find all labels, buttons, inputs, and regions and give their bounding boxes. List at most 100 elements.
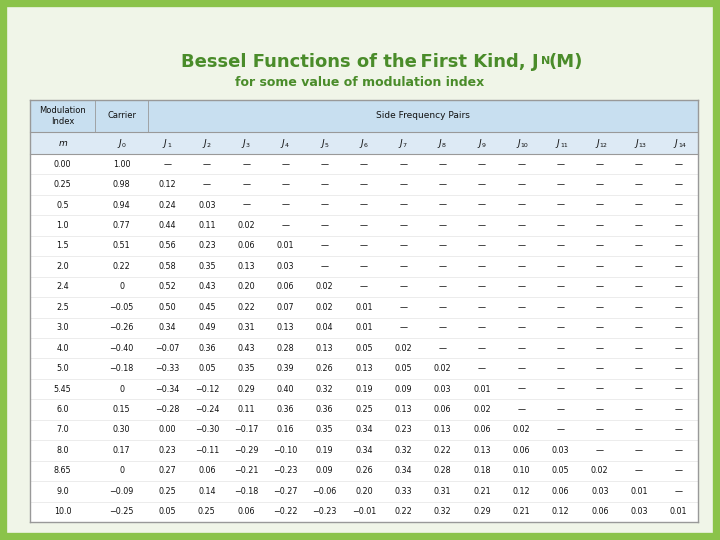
Text: 0.22: 0.22 (395, 507, 412, 516)
Text: —: — (557, 262, 564, 271)
Text: 0.34: 0.34 (355, 426, 373, 435)
Text: 1.5: 1.5 (56, 241, 69, 251)
Text: J: J (518, 138, 520, 147)
Text: —: — (517, 241, 525, 251)
Text: 0.23: 0.23 (158, 446, 176, 455)
Text: 0.07: 0.07 (276, 303, 294, 312)
Text: 0.34: 0.34 (159, 323, 176, 332)
Text: —: — (635, 282, 643, 292)
Text: —: — (438, 201, 446, 210)
Text: 0.43: 0.43 (198, 282, 215, 292)
Text: —: — (400, 221, 408, 230)
Text: —: — (675, 467, 683, 475)
Text: 0.49: 0.49 (198, 323, 215, 332)
Text: 0.35: 0.35 (198, 262, 215, 271)
Text: 0.32: 0.32 (316, 384, 333, 394)
Text: 0.25: 0.25 (54, 180, 71, 189)
Text: 0.21: 0.21 (473, 487, 491, 496)
Text: 14: 14 (678, 143, 685, 148)
Text: 0.05: 0.05 (355, 344, 373, 353)
Text: 0.33: 0.33 (395, 487, 412, 496)
Text: —: — (517, 344, 525, 353)
Text: 2.4: 2.4 (56, 282, 69, 292)
Text: 0.02: 0.02 (513, 426, 530, 435)
Text: −0.24: −0.24 (194, 405, 219, 414)
Text: J: J (557, 138, 559, 147)
Text: −0.22: −0.22 (273, 507, 297, 516)
Text: —: — (517, 405, 525, 414)
Text: —: — (517, 262, 525, 271)
Text: —: — (360, 282, 368, 292)
Text: —: — (557, 180, 564, 189)
Text: —: — (517, 180, 525, 189)
Text: —: — (282, 221, 289, 230)
Text: 0.22: 0.22 (433, 446, 451, 455)
Text: —: — (282, 180, 289, 189)
Text: −0.28: −0.28 (156, 405, 180, 414)
Text: —: — (242, 160, 250, 168)
Text: —: — (675, 426, 683, 435)
Text: —: — (517, 384, 525, 394)
Text: 0.02: 0.02 (316, 303, 333, 312)
Text: 0.00: 0.00 (159, 426, 176, 435)
Text: 0.06: 0.06 (238, 241, 255, 251)
Text: —: — (242, 201, 250, 210)
Text: —: — (320, 180, 329, 189)
Text: 0.31: 0.31 (238, 323, 255, 332)
Text: 0.28: 0.28 (433, 467, 451, 475)
Text: for some value of modulation index: for some value of modulation index (235, 76, 485, 89)
Text: −0.29: −0.29 (234, 446, 258, 455)
Text: 5: 5 (324, 143, 328, 148)
Text: —: — (557, 384, 564, 394)
Text: 0.19: 0.19 (355, 384, 373, 394)
Text: m: m (58, 138, 67, 147)
Text: 0.13: 0.13 (434, 426, 451, 435)
Text: 0.36: 0.36 (198, 344, 215, 353)
Text: 0.56: 0.56 (158, 241, 176, 251)
Text: —: — (557, 221, 564, 230)
Text: —: — (557, 282, 564, 292)
Text: —: — (675, 262, 683, 271)
Text: 0.24: 0.24 (158, 201, 176, 210)
Text: −0.40: −0.40 (109, 344, 134, 353)
Text: —: — (595, 201, 604, 210)
Text: —: — (438, 282, 446, 292)
Text: 0: 0 (120, 282, 124, 292)
Text: 0.58: 0.58 (158, 262, 176, 271)
Text: —: — (635, 323, 643, 332)
Text: —: — (595, 241, 604, 251)
Text: 8.0: 8.0 (56, 446, 69, 455)
Text: 0.34: 0.34 (395, 467, 412, 475)
Text: —: — (635, 446, 643, 455)
Text: —: — (675, 303, 683, 312)
Text: —: — (478, 180, 486, 189)
Text: —: — (517, 303, 525, 312)
Text: 13: 13 (639, 143, 647, 148)
Text: —: — (478, 364, 486, 373)
Text: —: — (595, 160, 604, 168)
Text: 0.34: 0.34 (355, 446, 373, 455)
Text: 0.03: 0.03 (198, 201, 215, 210)
Text: 0.32: 0.32 (433, 507, 451, 516)
Text: −0.21: −0.21 (234, 467, 258, 475)
Text: —: — (635, 180, 643, 189)
Text: −0.25: −0.25 (109, 507, 134, 516)
Text: −0.12: −0.12 (194, 384, 219, 394)
Text: —: — (400, 282, 408, 292)
Text: 0.23: 0.23 (198, 241, 215, 251)
Text: —: — (635, 201, 643, 210)
Text: 0.22: 0.22 (113, 262, 130, 271)
Text: 0.14: 0.14 (198, 487, 215, 496)
Text: 0.94: 0.94 (113, 201, 130, 210)
Text: (M): (M) (549, 53, 583, 71)
Text: —: — (400, 323, 408, 332)
Text: 0.35: 0.35 (316, 426, 333, 435)
Text: 0.13: 0.13 (395, 405, 412, 414)
Text: —: — (635, 241, 643, 251)
Text: 0.02: 0.02 (591, 467, 608, 475)
Text: 0.50: 0.50 (158, 303, 176, 312)
Text: 6.0: 6.0 (56, 405, 69, 414)
Text: 0.09: 0.09 (395, 384, 412, 394)
Text: —: — (517, 323, 525, 332)
Text: Modulation
Index: Modulation Index (40, 106, 86, 126)
